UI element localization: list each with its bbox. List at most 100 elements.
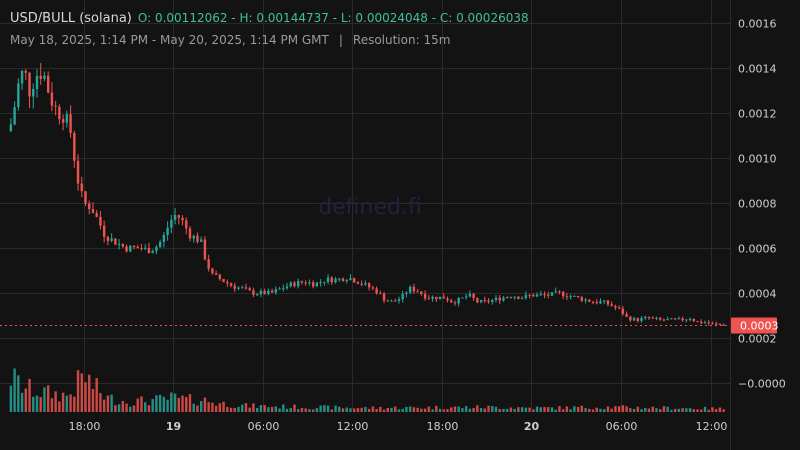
candle-body	[341, 278, 345, 282]
candle-body	[360, 283, 363, 285]
volume-bar	[282, 404, 285, 412]
vertical-gridlines	[84, 0, 712, 410]
candle-body	[405, 292, 408, 294]
candle-body	[718, 323, 722, 325]
time-axis: 18:00 19 06:00 12:00 18:00 20 06:00 12:00	[69, 420, 728, 433]
volume-bar	[412, 407, 416, 412]
volume-bar	[233, 408, 236, 412]
candle-body	[237, 287, 240, 289]
volume-bar	[655, 408, 658, 412]
volume-bar	[166, 399, 169, 412]
volume-bar	[382, 409, 386, 412]
volume-bar	[722, 409, 725, 412]
time-tick-label: 18:00	[427, 420, 459, 433]
volume-bar	[606, 406, 610, 412]
volume-bar	[304, 408, 307, 412]
candle-body	[192, 235, 195, 239]
volume-bar	[28, 378, 31, 412]
volume-bar	[102, 399, 106, 412]
candle-body	[420, 291, 423, 294]
time-tick-label: 20	[524, 420, 540, 433]
volume-bar	[24, 388, 27, 412]
volume-bar	[248, 407, 251, 412]
volume-bar	[640, 409, 643, 412]
volume-bar	[662, 406, 666, 412]
candle-body	[442, 296, 445, 299]
date-range: May 18, 2025, 1:14 PM - May 20, 2025, 1:…	[10, 33, 329, 47]
candle-body	[259, 290, 263, 295]
candle-body	[644, 316, 647, 318]
volume-bar	[345, 407, 348, 412]
volume-bar	[136, 398, 139, 412]
candle-body	[476, 298, 479, 303]
volume-bar	[565, 406, 569, 412]
volume-bar	[524, 407, 528, 412]
volume-bar	[431, 409, 434, 412]
candle-body	[539, 294, 542, 296]
candle-body	[558, 291, 561, 293]
candle-body	[569, 296, 572, 298]
candle-body	[211, 268, 214, 274]
candle-body	[308, 282, 311, 284]
volume-bar	[487, 405, 490, 412]
volume-bar	[550, 407, 554, 412]
candle-body	[472, 293, 475, 299]
candle-body	[640, 317, 643, 321]
volume-bar	[528, 407, 531, 412]
candle-body	[580, 297, 584, 301]
candle-body	[54, 105, 57, 107]
candle-body	[218, 274, 222, 280]
volume-bar	[188, 394, 192, 412]
volume-bar	[76, 370, 80, 412]
candle-body	[498, 297, 501, 301]
volume-bar	[185, 396, 188, 412]
volume-bar	[457, 406, 460, 412]
volume-bar	[110, 394, 113, 412]
candle-body	[73, 132, 76, 161]
candle-body	[315, 282, 319, 287]
candle-body	[17, 83, 20, 108]
volume-bar	[517, 407, 520, 412]
volume-bar	[714, 409, 718, 412]
volume-bar	[162, 396, 166, 412]
candle-body	[450, 300, 453, 303]
candle-body	[464, 296, 468, 298]
volume-bar	[181, 395, 184, 412]
volume-bar	[140, 396, 143, 412]
candle-body	[371, 287, 375, 289]
candle-body	[670, 318, 673, 320]
candle-body	[285, 286, 289, 289]
watermark: defined.fi	[318, 195, 422, 220]
candle-body	[170, 219, 173, 228]
volume-bar	[636, 406, 640, 412]
candle-body	[102, 225, 106, 237]
volume-bar	[599, 408, 602, 412]
candle-body	[576, 295, 580, 298]
candle-body	[707, 322, 710, 324]
volume-bar	[427, 406, 431, 412]
volume-bar	[300, 407, 304, 412]
candle-body	[274, 289, 278, 293]
candle-body	[453, 302, 457, 304]
volume-bar	[554, 409, 557, 412]
price-tick-label: 0.0014	[738, 63, 777, 76]
candle-body	[662, 319, 666, 321]
candle-body	[334, 278, 337, 283]
volume-bar	[509, 407, 513, 412]
time-tick-label: 12:00	[337, 420, 369, 433]
candle-body	[255, 294, 259, 296]
volume-bar	[54, 391, 57, 412]
candle-body	[181, 217, 184, 221]
volume-bar	[80, 373, 83, 412]
volume-bar	[91, 389, 95, 412]
volume-bar	[494, 406, 498, 412]
volume-bar	[543, 407, 546, 412]
candle-body	[297, 281, 300, 287]
volume-bar	[349, 408, 352, 412]
volume-bar	[677, 408, 681, 412]
candle-body	[263, 290, 266, 295]
volume-bar	[255, 408, 259, 412]
candle-body	[356, 282, 360, 284]
volume-bar	[311, 409, 315, 412]
candle-body	[136, 247, 139, 249]
